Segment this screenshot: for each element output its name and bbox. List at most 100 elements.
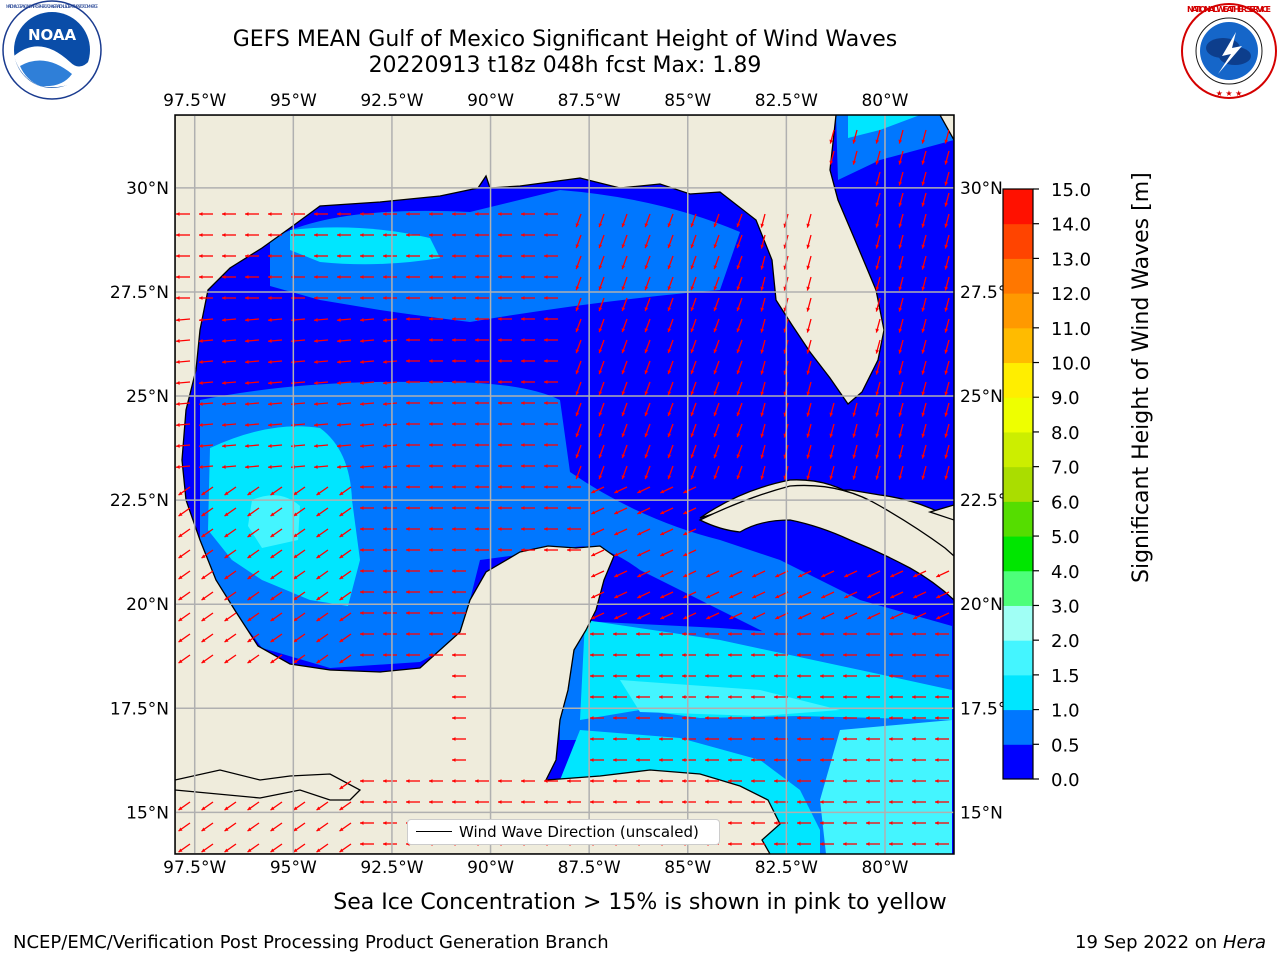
wave-arrow-head — [247, 806, 252, 811]
wave-arrow-head — [339, 533, 344, 538]
wave-arrow-head — [567, 485, 571, 489]
wave-arrow-head — [293, 827, 298, 832]
wave-arrow-head — [245, 402, 249, 406]
wave-arrow-head — [591, 489, 596, 494]
wave-arrow-head — [201, 554, 206, 559]
wave-arrow-head — [944, 391, 949, 396]
wave-arrow-head — [614, 552, 619, 557]
colorbar-segment — [1003, 327, 1033, 364]
lat-tick-left: 17.5°N — [110, 699, 169, 719]
wave-arrow-head — [575, 433, 580, 438]
wave-arrow-head — [921, 349, 926, 354]
lon-tick-bottom: 97.5°W — [163, 858, 226, 878]
wave-arrow-head — [247, 554, 252, 559]
wave-arrow-head — [682, 653, 686, 657]
wave-arrow-head — [452, 611, 456, 615]
wave-arrow-head — [383, 611, 387, 615]
wave-arrow-head — [201, 848, 206, 853]
wave-arrow-head — [774, 632, 778, 636]
wave-arrow-head — [201, 638, 206, 643]
wave-arrow-head — [429, 296, 433, 300]
wave-arrow-head — [575, 370, 580, 375]
wave-arrow-head — [690, 223, 695, 228]
wave-arrow-head — [406, 485, 410, 489]
wave-arrow-head — [429, 464, 433, 468]
colorbar-frame — [1002, 188, 1034, 780]
wave-arrow-head — [429, 548, 433, 552]
wave-arrow-head — [268, 212, 272, 216]
wave-arrow-head — [222, 339, 226, 343]
wave-arrow-head — [591, 531, 596, 536]
wave-arrow-head — [944, 265, 949, 270]
wave-arrow-head — [452, 695, 456, 699]
wave-arrow-head — [875, 181, 880, 186]
wave-arrow-head — [683, 489, 688, 494]
wave-arrow-head — [429, 212, 433, 216]
wave-arrow-head — [898, 286, 903, 291]
wave-arrow-head — [760, 412, 765, 417]
wave-arrow-head — [614, 531, 619, 536]
wave-arrow-head — [199, 296, 203, 300]
wave-arrow-head — [452, 464, 456, 468]
wave-arrow-head — [774, 821, 778, 825]
wave-arrow-head — [222, 423, 226, 427]
wave-arrow-head — [339, 659, 344, 664]
wave-arrow-head — [383, 233, 387, 237]
wave-arrow-head — [498, 359, 502, 363]
wave-arrow-head — [176, 381, 180, 385]
wave-arrow-head — [337, 254, 341, 258]
wave-arrow-head — [521, 779, 525, 783]
wave-arrow-head — [866, 800, 870, 804]
wave-arrow-head — [797, 758, 801, 762]
wave-arrow-head — [760, 307, 765, 312]
wave-arrow-head — [224, 554, 229, 559]
wave-arrow-head — [798, 615, 803, 620]
wave-arrow-head — [875, 244, 880, 249]
wave-arrow-head — [544, 296, 548, 300]
wave-arrow-head — [889, 842, 893, 846]
wave-arrow-head — [760, 454, 765, 459]
lon-tick-bottom: 85°W — [664, 858, 711, 878]
wave-arrow-head — [521, 527, 525, 531]
wave-arrow-head — [613, 695, 617, 699]
wave-arrow-head — [921, 475, 926, 480]
wave-arrow-head — [452, 212, 456, 216]
wave-arrow-head — [713, 328, 718, 333]
wave-arrow-head — [339, 827, 344, 832]
wave-arrow-head — [475, 800, 479, 804]
wave-arrow-head — [898, 202, 903, 207]
wave-arrow-head — [452, 653, 456, 657]
wave-arrow-head — [889, 821, 893, 825]
wave-arrow-head — [475, 401, 479, 405]
wave-arrow-head — [843, 821, 847, 825]
lon-tick-top: 97.5°W — [163, 91, 226, 111]
wave-arrow-head — [247, 848, 252, 853]
wave-arrow-head — [293, 575, 298, 580]
wave-arrow-head — [176, 254, 180, 258]
wave-arrow-head — [682, 695, 686, 699]
wave-arrow-head — [898, 328, 903, 333]
wave-arrow-head — [921, 412, 926, 417]
wave-arrow-head — [224, 827, 229, 832]
wave-arrow-head — [921, 433, 926, 438]
wave-arrow-head — [245, 444, 249, 448]
wave-arrow-head — [636, 632, 640, 636]
wave-arrow-head — [944, 223, 949, 228]
wave-arrow-head — [544, 779, 548, 783]
wave-arrow-head — [544, 233, 548, 237]
wave-arrow-head — [944, 433, 949, 438]
wave-arrow-head — [713, 349, 718, 354]
wave-arrow-head — [176, 233, 180, 237]
wave-arrow-head — [245, 381, 249, 385]
wave-arrow-head — [936, 573, 941, 578]
wave-arrow-head — [452, 569, 456, 573]
wave-arrow-head — [844, 573, 849, 578]
lon-tick-bottom: 90°W — [467, 858, 514, 878]
wave-arrow-head — [690, 265, 695, 270]
wave-arrow-head — [475, 233, 479, 237]
wave-arrow-head — [751, 842, 755, 846]
wave-arrow-head — [936, 594, 941, 599]
wave-arrow-head — [521, 506, 525, 510]
wave-arrow-head — [820, 821, 824, 825]
lat-tick-left: 15°N — [126, 803, 169, 823]
